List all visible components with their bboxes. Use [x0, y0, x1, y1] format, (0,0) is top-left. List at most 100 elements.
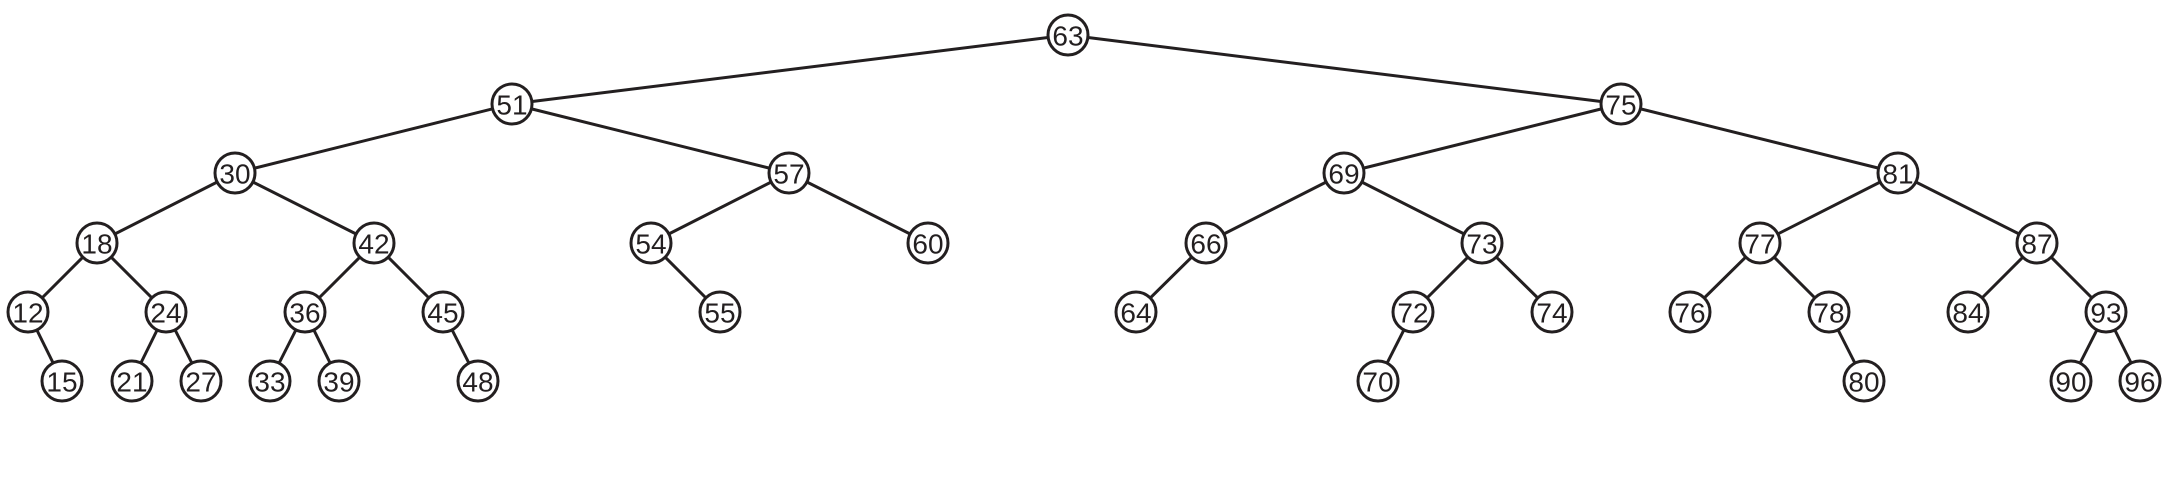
tree-node-label: 72: [1397, 298, 1428, 329]
tree-node-label: 78: [1813, 298, 1844, 329]
tree-node-64: 64: [1114, 290, 1158, 334]
tree-node-42: 42: [352, 221, 396, 265]
tree-node-label: 87: [2021, 229, 2052, 260]
tree-node-label: 66: [1190, 229, 1221, 260]
tree-node-circle: [40, 359, 84, 403]
tree-node-label: 80: [1848, 367, 1879, 398]
tree-node-30: 30: [213, 151, 257, 195]
tree-node-39: 39: [317, 359, 361, 403]
tree-node-label: 90: [2055, 367, 2086, 398]
tree-edge-51-30: [234, 102, 513, 175]
tree-node-45: 45: [421, 290, 465, 334]
tree-node-label: 73: [1466, 229, 1497, 260]
tree-edge-51-57: [511, 102, 790, 175]
tree-node-label: 18: [81, 229, 112, 260]
tree-node-label: 51: [496, 90, 527, 121]
tree-node-circle: [179, 359, 223, 403]
tree-node-18: 18: [75, 221, 119, 265]
tree-edge-75-81: [1620, 102, 1899, 175]
tree-node-69: 69: [1322, 151, 1366, 195]
tree-node-48: 48: [456, 359, 500, 403]
tree-node-21: 21: [110, 359, 154, 403]
tree-node-label: 63: [1052, 21, 1083, 52]
tree-edge-57-54: [650, 171, 790, 245]
tree-node-12: 12: [6, 290, 50, 334]
tree-node-label: 64: [1120, 298, 1151, 329]
tree-node-label: 74: [1536, 298, 1567, 329]
tree-edge-30-42: [234, 171, 375, 245]
tree-node-label: 96: [2124, 367, 2155, 398]
tree-node-label: 21: [116, 367, 147, 398]
tree-node-label: 76: [1674, 298, 1705, 329]
tree-node-circle: [144, 290, 188, 334]
tree-node-circle: [2084, 290, 2128, 334]
tree-node-label: 54: [635, 229, 666, 260]
tree-node-circle: [490, 82, 534, 126]
tree-node-circle: [283, 290, 327, 334]
tree-node-circle: [1322, 151, 1366, 195]
tree-edge-81-77: [1759, 171, 1899, 245]
tree-node-circle: [906, 221, 950, 265]
tree-node-24: 24: [144, 290, 188, 334]
tree-node-circle: [1046, 13, 1090, 57]
tree-node-78: 78: [1807, 290, 1851, 334]
tree-node-circle: [2015, 221, 2059, 265]
tree-node-51: 51: [490, 82, 534, 126]
tree-node-72: 72: [1391, 290, 1435, 334]
tree-node-36: 36: [283, 290, 327, 334]
tree-node-66: 66: [1184, 221, 1228, 265]
tree-node-circle: [352, 221, 396, 265]
tree-node-label: 33: [254, 367, 285, 398]
tree-edge-81-87: [1897, 171, 2038, 245]
tree-node-circle: [317, 359, 361, 403]
tree-node-73: 73: [1460, 221, 1504, 265]
tree-node-75: 75: [1599, 82, 1643, 126]
tree-node-70: 70: [1356, 359, 1400, 403]
tree-edge-63-75: [1067, 33, 1622, 106]
tree-node-81: 81: [1876, 151, 1920, 195]
tree-node-33: 33: [248, 359, 292, 403]
tree-node-74: 74: [1530, 290, 1574, 334]
tree-node-90: 90: [2049, 359, 2093, 403]
tree-node-84: 84: [1946, 290, 1990, 334]
tree-node-60: 60: [906, 221, 950, 265]
tree-node-circle: [1391, 290, 1435, 334]
tree-node-label: 84: [1952, 298, 1983, 329]
tree-node-label: 36: [289, 298, 320, 329]
tree-node-57: 57: [767, 151, 811, 195]
tree-node-circle: [1599, 82, 1643, 126]
tree-edge-63-51: [511, 33, 1069, 106]
tree-node-circle: [248, 359, 292, 403]
tree-node-87: 87: [2015, 221, 2059, 265]
tree-node-93: 93: [2084, 290, 2128, 334]
tree-node-circle: [1114, 290, 1158, 334]
tree-edge-57-60: [788, 171, 929, 245]
tree-node-circle: [1530, 290, 1574, 334]
tree-node-circle: [1807, 290, 1851, 334]
tree-node-label: 81: [1882, 159, 1913, 190]
tree-node-circle: [1668, 290, 1712, 334]
tree-node-76: 76: [1668, 290, 1712, 334]
tree-node-54: 54: [629, 221, 673, 265]
tree-node-label: 57: [773, 159, 804, 190]
tree-node-circle: [1460, 221, 1504, 265]
tree-node-circle: [629, 221, 673, 265]
tree-node-77: 77: [1738, 221, 1782, 265]
tree-node-circle: [456, 359, 500, 403]
tree-node-circle: [767, 151, 811, 195]
tree-node-label: 55: [704, 298, 735, 329]
tree-node-circle: [1946, 290, 1990, 334]
tree-node-label: 93: [2090, 298, 2121, 329]
tree-node-label: 42: [358, 229, 389, 260]
tree-node-circle: [6, 290, 50, 334]
tree-node-label: 48: [462, 367, 493, 398]
tree-node-circle: [1738, 221, 1782, 265]
tree-node-label: 60: [912, 229, 943, 260]
tree-node-label: 45: [427, 298, 458, 329]
tree-nodes: 63 51 75 30 57 69 81 18 42 54 60 66 73 77 87 12 24 36 45 55…: [6, 13, 2162, 403]
tree-node-circle: [110, 359, 154, 403]
tree-node-circle: [1356, 359, 1400, 403]
tree-node-63: 63: [1046, 13, 1090, 57]
tree-node-96: 96: [2118, 359, 2162, 403]
